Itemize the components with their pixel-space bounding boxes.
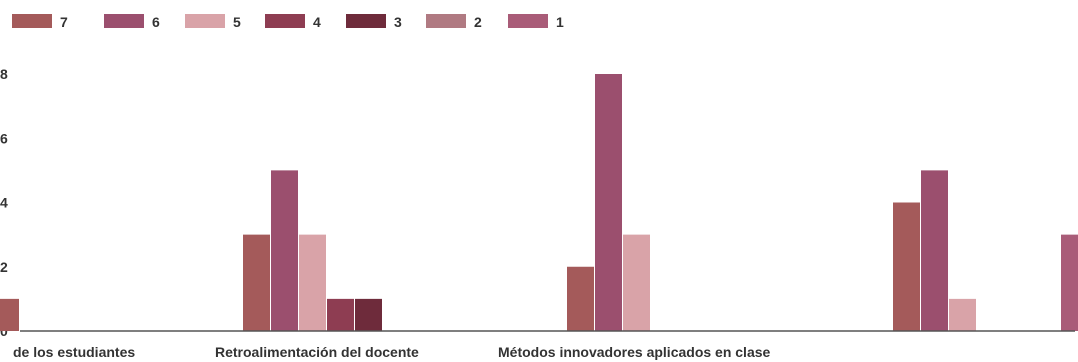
bars (0, 74, 1078, 331)
bar-series-5-cat-3 (949, 298, 976, 331)
bar-series-5-cat-2 (623, 234, 650, 331)
bar-series-4-cat-1 (327, 298, 354, 331)
legend-label-2: 2 (474, 14, 482, 30)
legend-label-3: 3 (394, 14, 402, 30)
y-tick-label: 2 (0, 259, 8, 275)
legend-label-4: 4 (313, 14, 321, 30)
y-tick-label: 6 (0, 130, 8, 146)
legend-swatch-5 (185, 14, 225, 28)
bar-series-1-cat-3 (1061, 234, 1078, 331)
legend-label-6: 6 (152, 14, 160, 30)
bar-series-6-cat-1 (271, 170, 298, 331)
legend-swatch-7 (12, 14, 52, 28)
legend: 7 6 5 4 3 2 1 (12, 14, 564, 30)
y-axis: 02468 (0, 66, 8, 339)
x-category-label: de los estudiantes (13, 344, 135, 360)
bar-series-7-cat-1 (243, 234, 270, 331)
y-tick-label: 4 (0, 195, 8, 211)
bar-series-7-cat-3 (893, 202, 920, 331)
legend-swatch-3 (346, 14, 386, 28)
bar-series-5-cat-1 (299, 234, 326, 331)
legend-label-1: 1 (556, 14, 564, 30)
y-tick-label: 8 (0, 66, 8, 82)
bar-series-6-cat-3 (921, 170, 948, 331)
legend-swatch-1 (508, 14, 548, 28)
bar-series-7-cat-0 (0, 298, 19, 331)
bar-series-6-cat-2 (595, 74, 622, 331)
bar-series-7-cat-2 (567, 266, 594, 331)
legend-label-7: 7 (60, 14, 68, 30)
x-category-label: Métodos innovadores aplicados en clase (498, 344, 771, 360)
legend-swatch-2 (426, 14, 466, 28)
bar-series-3-cat-1 (355, 298, 382, 331)
legend-swatch-6 (104, 14, 144, 28)
x-category-label: Retroalimentación del docente (215, 344, 419, 360)
category-labels: de los estudiantes Retroalimentación del … (13, 344, 771, 360)
legend-swatch-4 (265, 14, 305, 28)
legend-label-5: 5 (233, 14, 241, 30)
